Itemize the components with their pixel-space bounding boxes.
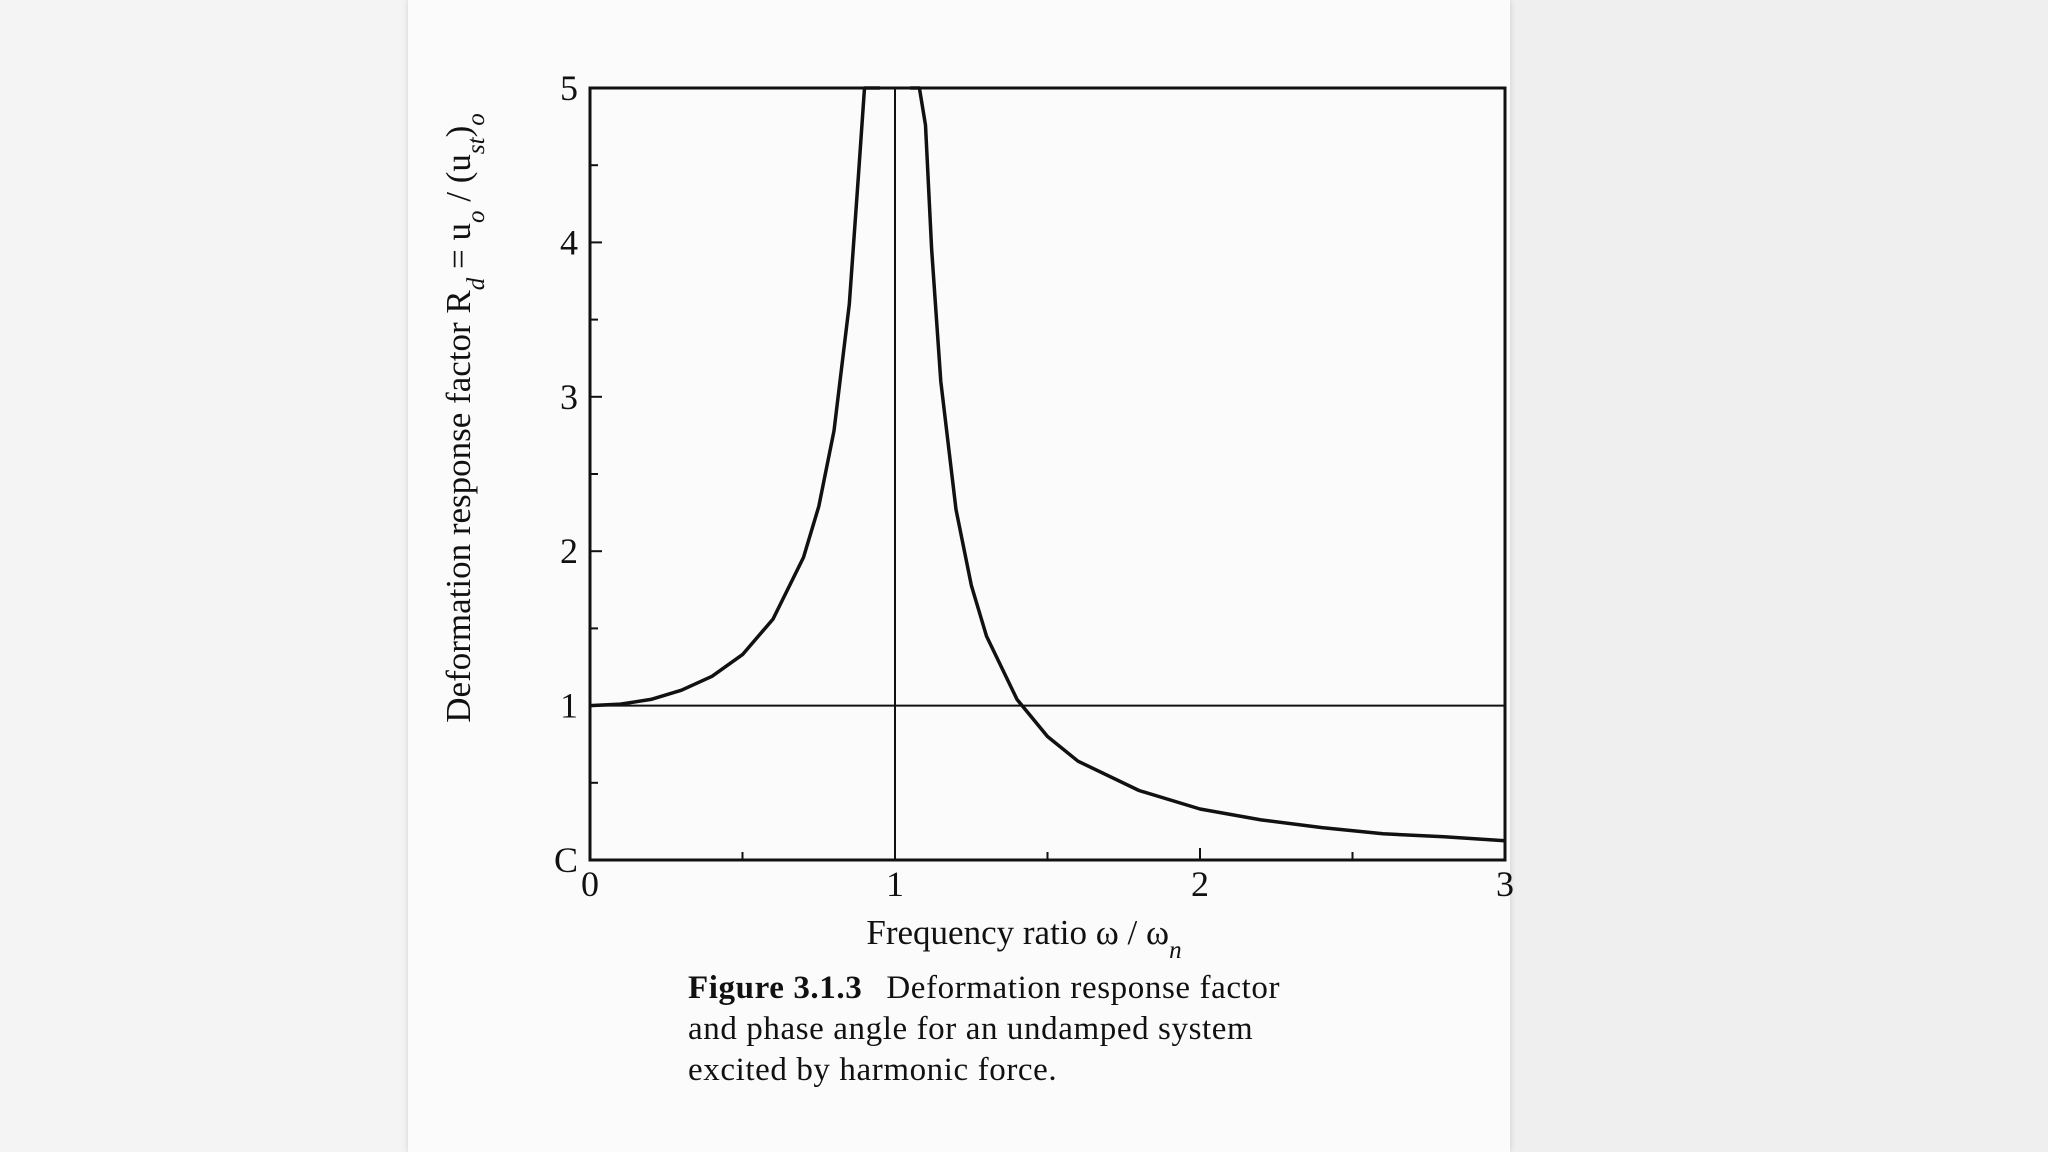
y-axis-title: Deformation response factor Rd = uo / (u… (439, 113, 490, 722)
y-tick-label: 5 (560, 68, 578, 108)
x-axis-title: Frequency ratio ω / ωn (866, 913, 1181, 964)
x-tick-label: 3 (1496, 864, 1514, 904)
figure-number: Figure 3.1.3 (688, 970, 863, 1006)
reference-lines (590, 88, 1505, 860)
x-tick-label: 1 (886, 864, 904, 904)
series-layer (589, 86, 1506, 843)
y-tick-label: 1 (560, 686, 578, 726)
x-tick-label: 2 (1191, 864, 1209, 904)
caption-text-1: Deformation response factor (886, 970, 1281, 1006)
response-curve-above-resonance (910, 86, 1506, 843)
caption-line-3: excited by harmonic force. (688, 1052, 1058, 1088)
y-tick-labels: C 1 2 3 4 5 (554, 68, 578, 880)
caption-line-2: and phase angle for an undamped system (688, 1011, 1254, 1047)
background-frame (1510, 0, 2048, 1152)
figure-caption: Figure 3.1.3 Deformation response factor … (688, 968, 1448, 1091)
x-tick-labels: 0 1 2 3 (581, 864, 1514, 904)
plot-frame (588, 86, 1507, 862)
x-tick-label: 0 (581, 864, 599, 904)
ticks (589, 87, 1506, 861)
caption-line-1: Figure 3.1.3 Deformation response factor (688, 968, 1448, 1009)
y-tick-label: C (554, 840, 578, 880)
response-curve-below-resonance (589, 86, 880, 708)
y-tick-label: 3 (560, 377, 578, 417)
y-tick-label: 2 (560, 531, 578, 571)
plot-border (588, 86, 1507, 862)
y-tick-label: 4 (560, 222, 578, 262)
textbook-page (408, 0, 1510, 1152)
